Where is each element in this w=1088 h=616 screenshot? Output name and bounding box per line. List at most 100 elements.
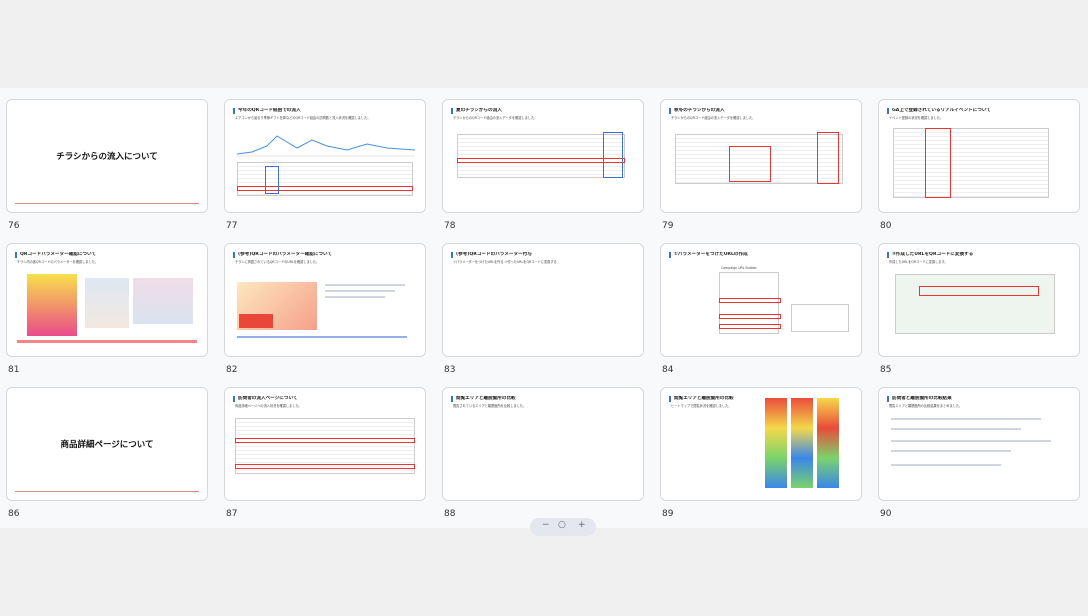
slide-title: 秋冬のチラシからの流入: [669, 108, 853, 114]
data-table: [675, 134, 843, 184]
highlight-box: [603, 132, 623, 178]
bottom-band: [0, 528, 1088, 616]
red-note: [17, 340, 197, 343]
slide-body: Campaign URL Builder: [721, 266, 757, 270]
slide-thumbnail-83[interactable]: (参考)QRコードのパラメーター付与 ①パラメーターをつけたURLを作る ②作っ…: [442, 243, 644, 357]
slide-title: 閲覧エリアと離脱箇所の比較: [669, 396, 853, 402]
slide-thumbnail-81[interactable]: QRコードパラメーター確認について チラシ内の各QRコードのパラメーターを確認し…: [6, 243, 208, 357]
slide-title: 訪問者の流入ページについて: [233, 396, 417, 402]
slide-number: 83: [444, 365, 456, 375]
text-line: [891, 428, 1021, 430]
slide-number: 76: [8, 221, 20, 231]
price-banner: [239, 314, 273, 328]
slide-thumbnail-84[interactable]: ①パラメーターをつけたURLの作成 Campaign URL Builder: [660, 243, 862, 357]
slide-body: チラシからのQRコード経由の流入データを確認しました。: [671, 116, 756, 120]
highlight-box: [719, 324, 781, 329]
slide-thumbnail-86[interactable]: 商品詳細ページについて: [6, 387, 208, 501]
slide-body: 商品詳細ページへの流入状況を確認しました。: [235, 404, 302, 408]
highlight-box: [265, 166, 279, 194]
slide-title: (参考)QRコードのパラメーター確認について: [233, 252, 417, 258]
highlight-box: [919, 286, 1039, 296]
slide-title: 夏のチラシからの流入: [451, 108, 635, 114]
slide-title: ①パラメーターをつけたURLの作成: [669, 252, 853, 258]
highlight-box: [235, 464, 415, 469]
slide-body: ①パラメーターをつけたURLを作る ②作ったURLをQRコードに変換する: [453, 260, 557, 264]
slide-number: 88: [444, 509, 456, 519]
flyer-image: [85, 278, 129, 328]
highlight-box: [925, 128, 951, 198]
highlight-box: [457, 158, 625, 163]
slide-thumbnail-90[interactable]: 訪問者と離脱箇所の比較結果 閲覧エリアと離脱箇所の比較結果をまとめました。: [878, 387, 1080, 501]
slide-title: ②作成したURLをQRコードに変換する: [887, 252, 1071, 258]
text-line: [325, 284, 405, 286]
slide-thumbnail-89[interactable]: 閲覧エリアと離脱箇所の比較 ヒートマップで閲覧状況を確認しました。: [660, 387, 862, 501]
slide-thumbnail-77[interactable]: 今年のQRコード経由での流入 エアコンから始まり季節ギフト在庫などのQRコード経…: [224, 99, 426, 213]
slide-title: (参考)QRコードのパラメーター付与: [451, 252, 635, 258]
slide-body: イベント登録の状況を確認しました。: [889, 116, 944, 120]
slide-title: 閲覧エリアと離脱箇所の比較: [451, 396, 635, 402]
slide-body: 作成したURLをQRコードに変換します。: [889, 260, 948, 264]
slide-body: 閲覧エリアと離脱箇所の比較結果をまとめました。: [889, 404, 963, 408]
slide-body: 閲覧されているエリアと離脱箇所を比較しました。: [453, 404, 527, 408]
zoom-out-icon[interactable]: −: [542, 520, 550, 530]
zoom-control[interactable]: − ○ +: [530, 518, 596, 536]
heatmap-column: [765, 398, 787, 488]
text-line: [325, 296, 385, 298]
slide-number: 81: [8, 365, 20, 375]
text-line: [237, 336, 407, 338]
slide-number: 90: [880, 509, 892, 519]
text-line: [891, 464, 1001, 466]
slide-body: チラシからのQRコード経由の流入データを確認しました。: [453, 116, 538, 120]
slide-footer-line: [15, 203, 199, 204]
text-line: [891, 450, 1011, 452]
slide-thumbnail-82[interactable]: (参考)QRコードのパラメーター確認について チラシに掲載されているQRコードの…: [224, 243, 426, 357]
highlight-box: [719, 314, 781, 319]
slide-title: 商品詳細ページについて: [60, 440, 154, 450]
zoom-in-icon[interactable]: +: [578, 520, 586, 530]
slide-number: 82: [226, 365, 238, 375]
search-icon[interactable]: ○: [558, 520, 566, 530]
slide-thumbnail-76[interactable]: チラシからの流入について: [6, 99, 208, 213]
highlight-box: [235, 438, 415, 443]
url-builder-form: [719, 272, 779, 334]
text-line: [891, 418, 1041, 420]
slide-number: 89: [662, 509, 674, 519]
slide-body: チラシ内の各QRコードのパラメーターを確認しました。: [17, 260, 99, 264]
top-band: [0, 0, 1088, 88]
slide-body: チラシに掲載されているQRコードのURLを確認しました。: [235, 260, 320, 264]
slide-title: チラシからの流入について: [56, 152, 158, 162]
slide-title: QRコードパラメーター確認について: [15, 252, 199, 258]
highlight-box: [237, 186, 413, 191]
slide-footer-line: [15, 491, 199, 492]
qr-generator-screenshot: [895, 274, 1055, 334]
slide-title: 訪問者と離脱箇所の比較結果: [887, 396, 1071, 402]
text-line: [325, 290, 395, 292]
generated-url-box: [791, 304, 849, 332]
slide-number: 77: [226, 221, 238, 231]
flyer-image: [27, 274, 77, 336]
heatmap-column: [817, 398, 839, 488]
slide-number: 79: [662, 221, 674, 231]
slide-number: 78: [444, 221, 456, 231]
slide-title: 今年のQRコード経由での流入: [233, 108, 417, 114]
slide-thumbnail-87[interactable]: 訪問者の流入ページについて 商品詳細ページへの流入状況を確認しました。: [224, 387, 426, 501]
highlight-box: [817, 132, 839, 184]
highlight-box: [729, 146, 771, 182]
slide-thumbnail-88[interactable]: 閲覧エリアと離脱箇所の比較 閲覧されているエリアと離脱箇所を比較しました。: [442, 387, 644, 501]
slide-thumbnail-80[interactable]: GA上で登録されているリアルイベントについて イベント登録の状況を確認しました。: [878, 99, 1080, 213]
slide-number: 84: [662, 365, 674, 375]
slide-thumbnail-79[interactable]: 秋冬のチラシからの流入 チラシからのQRコード経由の流入データを確認しました。: [660, 99, 862, 213]
slide-thumbnail-85[interactable]: ②作成したURLをQRコードに変換する 作成したURLをQRコードに変換します。: [878, 243, 1080, 357]
flyer-image: [133, 278, 193, 324]
slide-number: 86: [8, 509, 20, 519]
line-chart-graphic: [237, 135, 415, 157]
slide-number: 85: [880, 365, 892, 375]
slide-body: エアコンから始まり季節ギフト在庫などのQRコード経由の訪問数と流入状況を確認しま…: [235, 116, 371, 120]
slide-number: 87: [226, 509, 238, 519]
slide-thumbnail-78[interactable]: 夏のチラシからの流入 チラシからのQRコード経由の流入データを確認しました。: [442, 99, 644, 213]
slide-number: 80: [880, 221, 892, 231]
data-table: [893, 128, 1049, 198]
data-table: [457, 134, 625, 178]
highlight-box: [719, 298, 781, 303]
